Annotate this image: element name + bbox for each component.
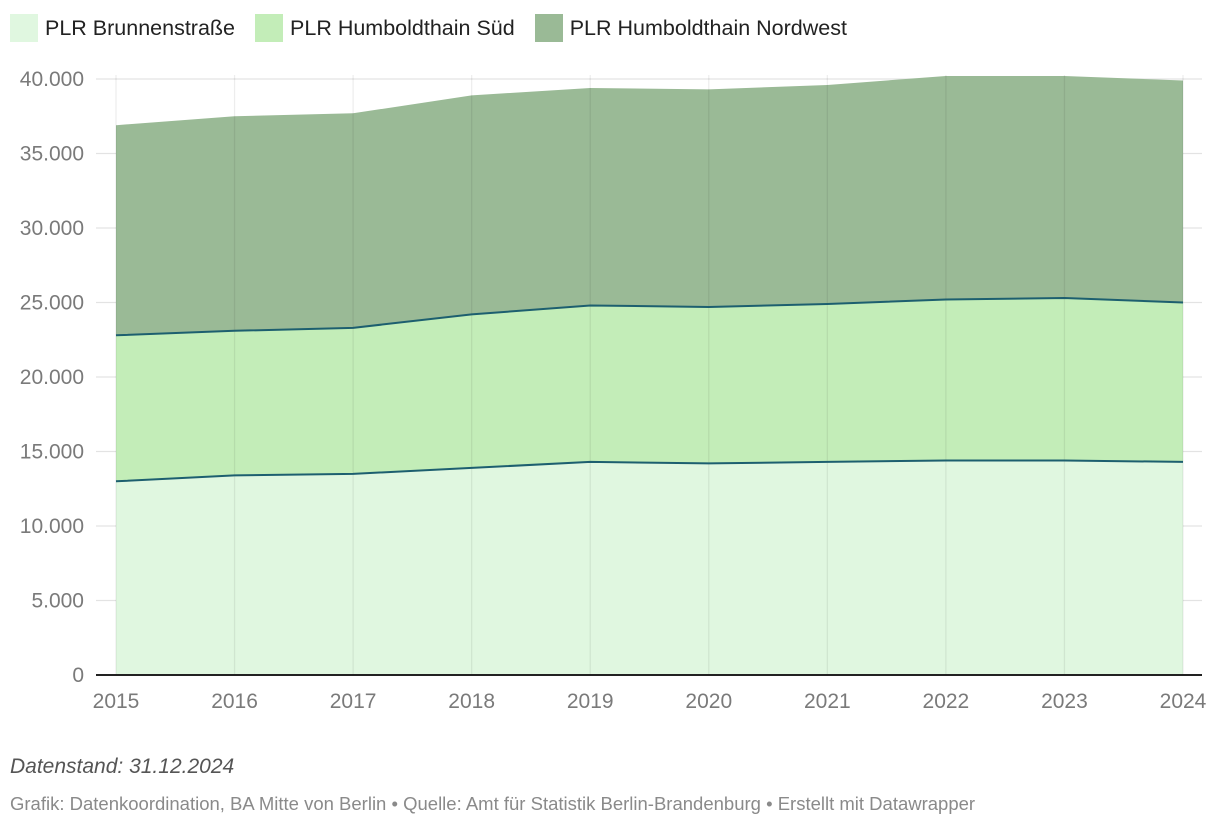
legend-swatch-humboldthain-nordwest: [534, 14, 563, 42]
x-gridlines: [115, 75, 1184, 675]
legend-swatch-brunnenstrasse: [10, 14, 38, 42]
y-tick-label: 30.000: [20, 217, 84, 240]
legend-item-brunnenstrasse: PLR Brunnenstraße: [10, 14, 235, 42]
legend-label-brunnenstrasse: PLR Brunnenstraße: [45, 15, 236, 40]
y-tick-label: 10.000: [20, 515, 84, 538]
x-axis-labels: 2015 2016 2017 2018 2019 2020 2021 2022 2023 2024: [93, 690, 1207, 713]
x-tick-label: 2023: [1041, 690, 1088, 713]
chart-notes: Datenstand: 31.12.2024: [10, 755, 235, 778]
x-tick-label: 2018: [448, 690, 495, 713]
x-tick-label: 2016: [211, 690, 258, 713]
chart-footer: Grafik: Datenkoordination, BA Mitte von …: [10, 793, 976, 814]
y-tick-label: 35.000: [20, 143, 84, 166]
y-tick-label: 25.000: [20, 292, 84, 315]
x-tick-label: 2019: [567, 690, 614, 713]
area-layers: [116, 76, 1183, 675]
legend-item-humboldthain-sued: PLR Humboldthain Süd: [255, 14, 515, 42]
legend-label-humboldthain-sued: PLR Humboldthain Süd: [290, 15, 515, 40]
boundary-line-1: [115, 459, 1184, 483]
boundary-lines: [115, 297, 1184, 483]
x-tick-label: 2017: [330, 690, 377, 713]
x-tick-label: 2020: [685, 690, 732, 713]
chart-legend: PLR Brunnenstraße PLR Humboldthain Süd P…: [10, 12, 867, 44]
y-tick-label: 20.000: [20, 366, 84, 389]
legend-swatch-humboldthain-sued: [255, 14, 284, 42]
y-tick-label: 5.000: [31, 590, 84, 613]
area-series-3: [116, 76, 1183, 336]
boundary-line-2: [115, 297, 1184, 337]
y-tick-label: 40.000: [20, 68, 84, 91]
y-axis-labels: 0 5.000 10.000 15.000 20.000 25.000 30.000 35.0…: [20, 68, 84, 687]
y-tick-label: 0: [72, 664, 84, 687]
x-tick-label: 2022: [923, 690, 970, 713]
x-tick-label: 2015: [93, 690, 140, 713]
legend-label-humboldthain-nordwest: PLR Humboldthain Nordwest: [569, 15, 847, 40]
y-tick-label: 15.000: [20, 441, 84, 464]
x-tick-label: 2024: [1160, 690, 1207, 713]
legend-item-humboldthain-nordwest: PLR Humboldthain Nordwest: [534, 14, 847, 42]
area-series-2: [116, 298, 1183, 482]
x-tick-label: 2021: [804, 690, 851, 713]
stacked-area-chart: 0 5.000 10.000 15.000 20.000 25.000 30.000 35.0…: [20, 68, 1207, 713]
area-series-1: [116, 460, 1183, 675]
